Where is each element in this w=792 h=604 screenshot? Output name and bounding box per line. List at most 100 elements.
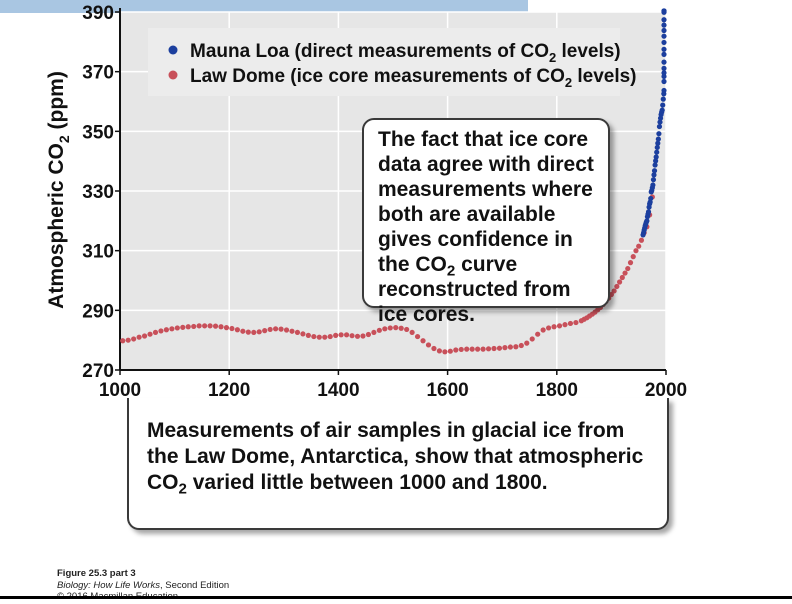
law-dome-point — [300, 331, 306, 337]
legend-marker — [168, 70, 178, 80]
law-dome-point — [540, 327, 546, 333]
ice-core-agreement-callout: The fact that ice core data agree with d… — [362, 118, 610, 326]
law-dome-point — [507, 344, 513, 350]
legend-entry: Mauna Loa (direct measurements of CO2 le… — [190, 41, 621, 65]
law-dome-point — [387, 325, 393, 331]
law-dome-point — [147, 331, 153, 337]
x-tick-label: 1400 — [317, 380, 359, 401]
x-tick-label: 2000 — [645, 380, 687, 401]
law-dome-point — [240, 328, 246, 334]
x-tick-label: 1200 — [208, 380, 250, 401]
law-dome-point — [436, 348, 443, 354]
law-dome-point — [442, 349, 448, 355]
law-dome-point — [447, 348, 453, 354]
mauna-loa-point — [661, 27, 667, 34]
law-dome-point — [327, 333, 333, 340]
law-dome-point — [262, 328, 268, 334]
mauna-loa-point — [661, 70, 667, 76]
mauna-loa-point — [645, 209, 652, 215]
law-dome-point — [174, 325, 180, 331]
law-dome-point — [567, 320, 574, 327]
law-dome-point — [152, 329, 159, 336]
law-dome-point — [556, 323, 563, 329]
law-dome-point — [180, 324, 186, 330]
law-dome-point — [322, 334, 328, 340]
agreement-text-end: curve reconstructed from ice cores. — [378, 253, 571, 326]
bottom-rule — [0, 596, 792, 599]
y-tick-label: 330 — [82, 182, 114, 203]
law-dome-point — [469, 346, 475, 352]
law-dome-point — [491, 345, 497, 352]
book-edition: , Second Edition — [159, 579, 230, 591]
mauna-loa-point — [661, 39, 667, 46]
mauna-loa-point — [660, 96, 666, 102]
law-dome-point — [638, 237, 645, 243]
law-dome-point — [518, 342, 524, 349]
mauna-loa-point — [654, 149, 660, 155]
mauna-loa-point — [661, 59, 667, 65]
law-dome-point — [349, 333, 355, 339]
y-tick-label: 290 — [82, 301, 114, 322]
law-dome-point — [625, 265, 631, 272]
x-tick-label: 1800 — [536, 380, 578, 401]
x-tick-label: 1600 — [426, 380, 468, 401]
mauna-loa-point — [651, 168, 658, 174]
legend-box — [148, 28, 620, 96]
law-dome-point — [376, 327, 382, 333]
law-dome-point — [458, 346, 464, 353]
law-dome-point — [453, 347, 459, 353]
law-dome-point — [485, 346, 492, 352]
y-tick-label: 350 — [82, 122, 114, 143]
law-dome-point — [289, 328, 295, 334]
mauna-loa-point — [661, 33, 667, 39]
figure-label: Figure 25.3 part 3 — [57, 568, 136, 579]
law-dome-point — [283, 327, 290, 333]
mauna-loa-point — [655, 136, 661, 142]
y-axis-title-unit: (ppm) — [45, 71, 68, 135]
mauna-loa-point — [661, 8, 667, 14]
mauna-loa-point — [661, 17, 667, 23]
mauna-loa-point — [659, 107, 665, 113]
law-dome-point — [414, 333, 421, 340]
legend-entry: Law Dome (ice core measurements of CO2 l… — [190, 66, 637, 90]
mauna-loa-point — [661, 73, 667, 80]
mauna-loa-point — [661, 78, 667, 85]
law-dome-point — [218, 324, 224, 330]
mauna-loa-point — [653, 154, 659, 160]
law-dome-point — [393, 325, 399, 331]
law-dome-point — [496, 345, 503, 351]
agreement-sub: 2 — [446, 262, 456, 280]
law-dome-point — [636, 243, 642, 249]
law-dome-point — [120, 338, 126, 344]
law-dome-point — [614, 283, 620, 290]
law-dome-point — [573, 319, 579, 326]
legend-marker — [168, 45, 178, 55]
y-axis-title-main: Atmospheric CO — [45, 143, 68, 309]
book-title: Biology: How Life Works — [57, 579, 160, 591]
law-dome-point — [305, 332, 311, 338]
law-dome-point — [256, 329, 262, 335]
law-dome-point — [633, 248, 639, 254]
law-dome-point — [622, 270, 628, 276]
mauna-loa-point — [655, 140, 661, 146]
law-dome-point — [409, 329, 415, 336]
law-dome-point — [464, 346, 470, 352]
y-tick-label: 270 — [82, 361, 114, 382]
law-dome-point — [278, 326, 284, 332]
law-dome-point — [546, 325, 552, 331]
glacial-text: Measurements of air samples in glacial i… — [147, 419, 644, 494]
law-dome-point — [425, 342, 432, 348]
law-dome-point — [191, 323, 197, 330]
law-dome-point — [535, 331, 541, 337]
top-color-bar — [0, 0, 528, 13]
mauna-loa-point — [651, 172, 657, 178]
law-dome-point — [360, 333, 366, 339]
law-dome-point — [562, 322, 568, 328]
law-dome-point — [619, 274, 625, 281]
law-dome-point — [502, 345, 508, 351]
law-dome-point — [207, 323, 213, 329]
law-dome-point — [273, 326, 279, 332]
glacial-ice-callout: Measurements of air samples in glacial i… — [127, 398, 669, 530]
law-dome-point — [475, 346, 481, 352]
y-tick-label: 390 — [82, 3, 114, 24]
